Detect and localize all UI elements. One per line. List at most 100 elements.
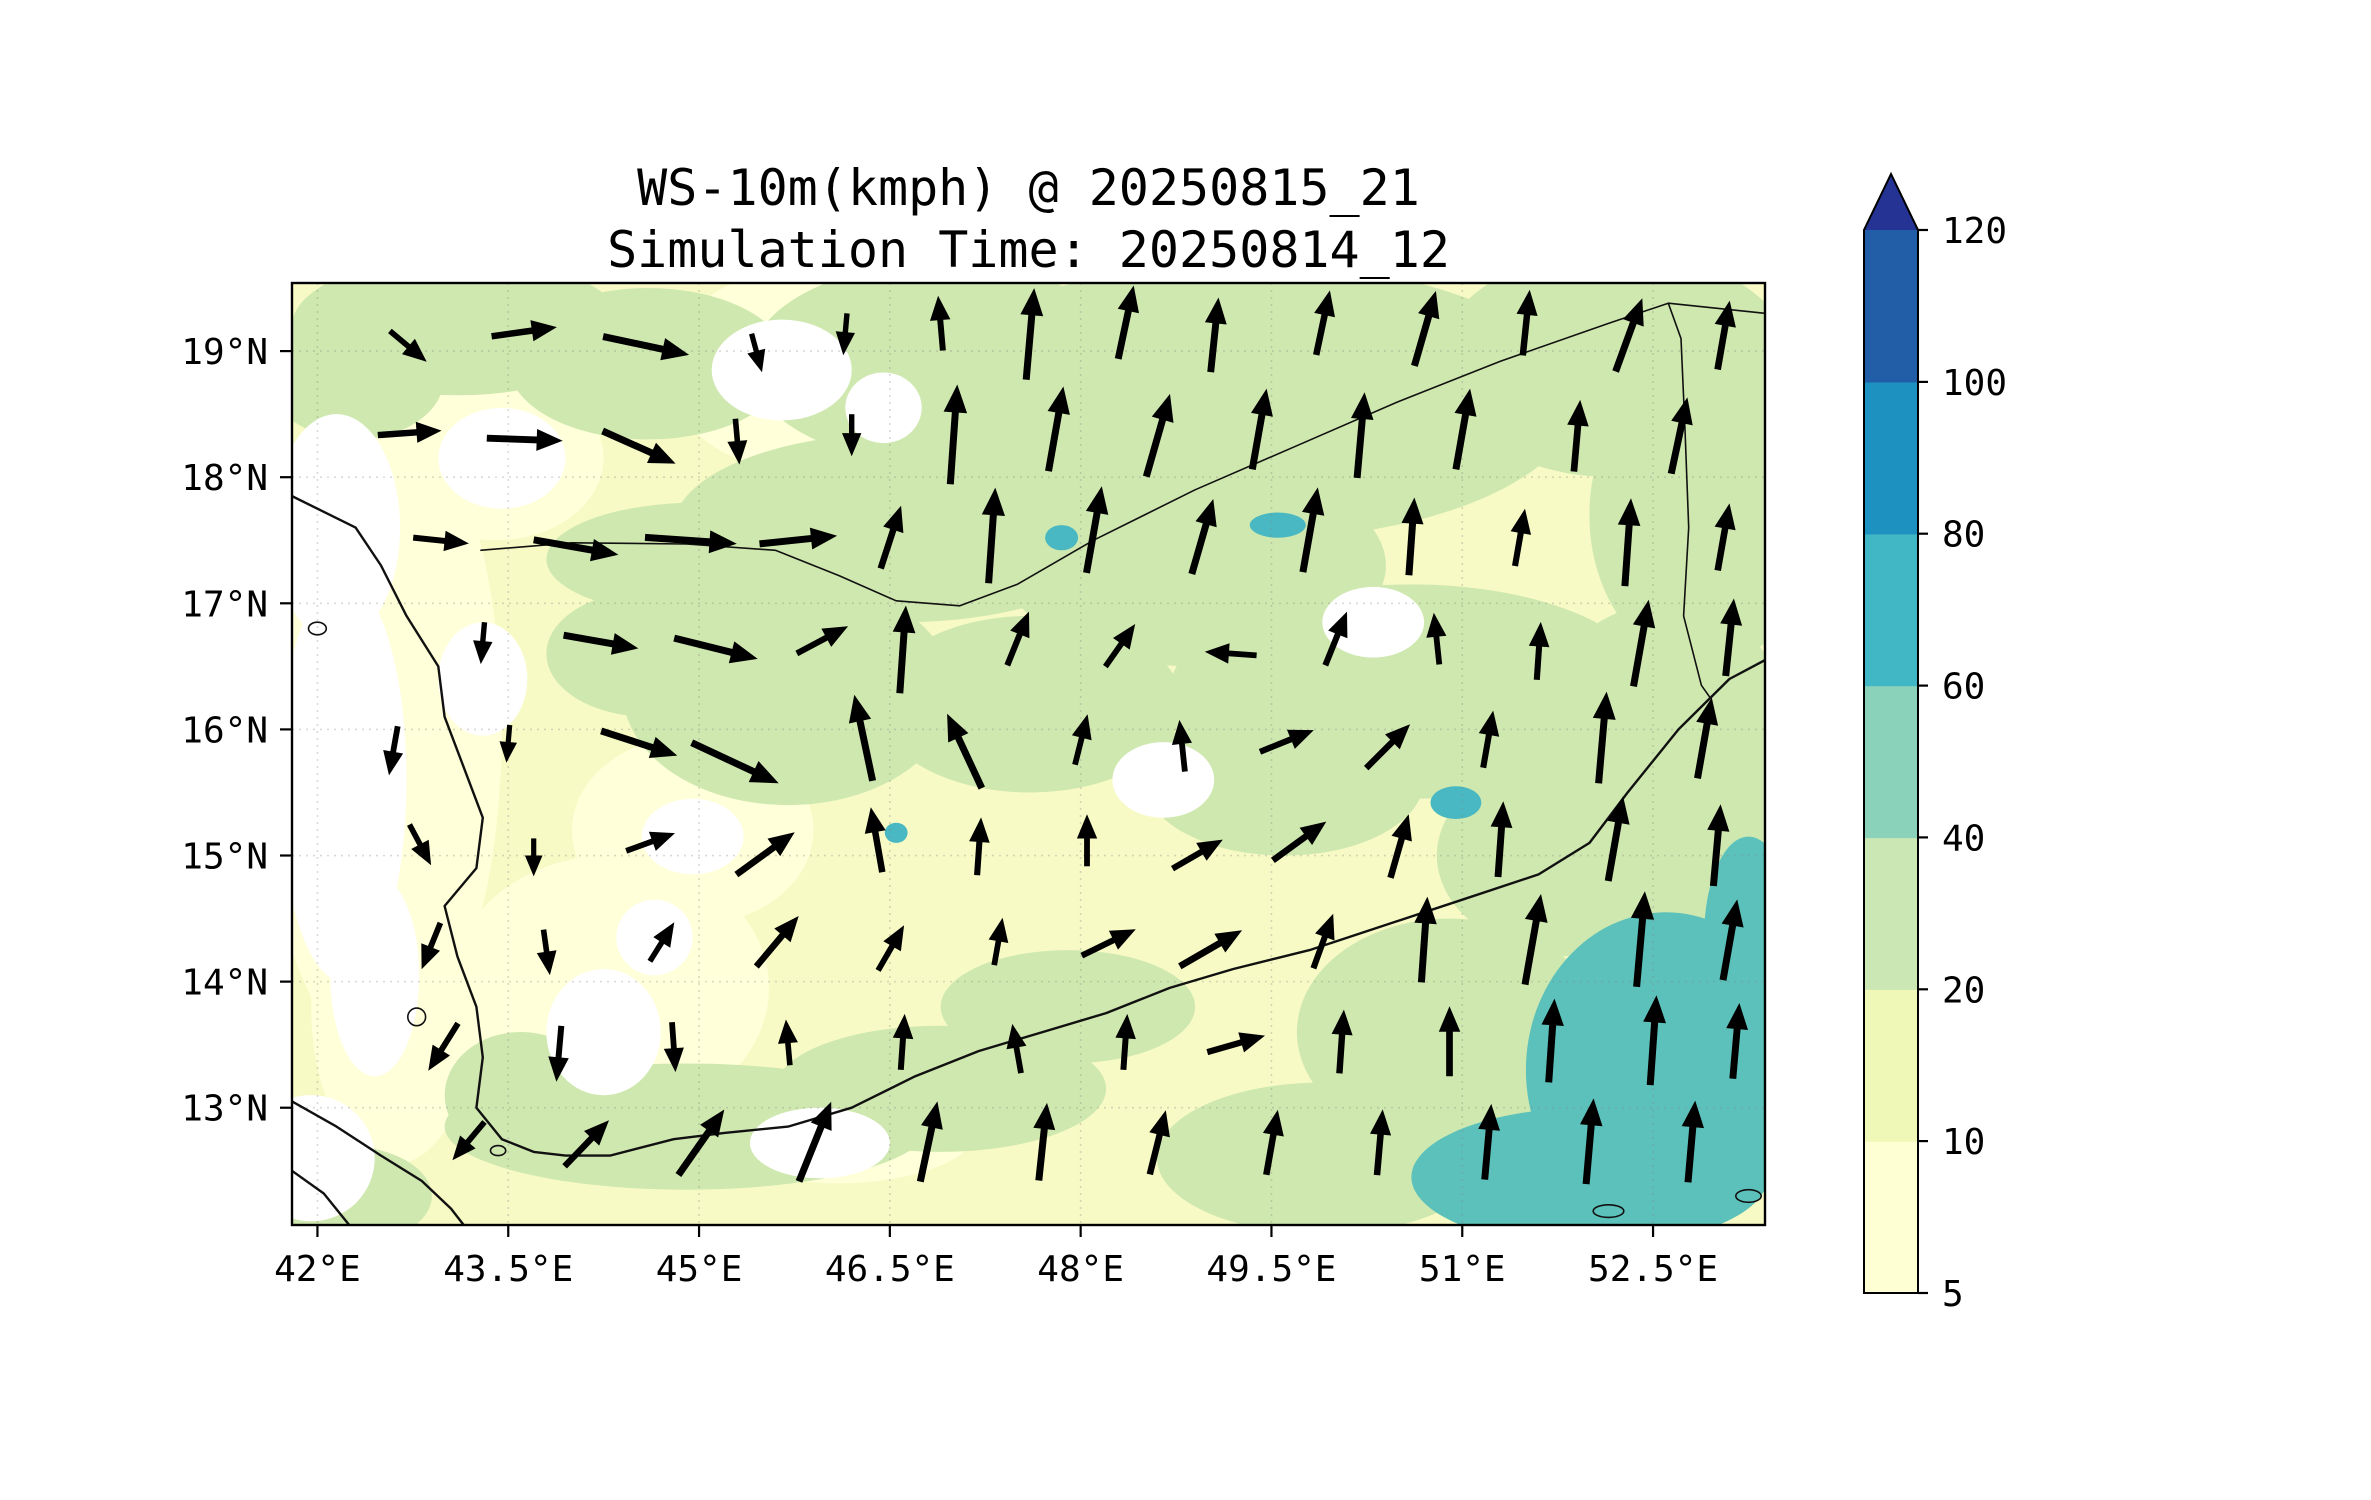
wind-vector-head <box>892 1013 914 1040</box>
x-tick-label: 43.5°E <box>443 1249 573 1290</box>
island-outline <box>407 1007 427 1027</box>
wind-vector-head <box>747 348 766 373</box>
wind-vector-head <box>1696 697 1719 726</box>
wind-vector-shaft <box>1714 520 1730 571</box>
wind-vector-head <box>1623 298 1644 327</box>
wind-vector-head <box>809 527 838 550</box>
fill-region-green <box>1589 363 1765 667</box>
wind-vector-shaft <box>1722 616 1736 677</box>
wind-vector-head <box>835 331 855 356</box>
wind-vector-head <box>1020 288 1044 317</box>
wind-vector-shaft <box>1694 715 1712 780</box>
wind-vector-head <box>610 633 639 655</box>
wind-vector-head <box>1630 891 1655 920</box>
wind-vector-head <box>969 817 990 843</box>
wind-vector-head <box>1510 508 1531 535</box>
fill-region-white <box>546 969 661 1096</box>
wind-vector-shaft <box>601 427 661 460</box>
island-outline <box>489 1144 507 1157</box>
colorbar-tick-label: 80 <box>1942 515 1985 556</box>
wind-vector-head <box>842 433 862 457</box>
saudi-yemen-oman-border <box>480 302 1765 607</box>
wind-vector-shaft <box>1188 515 1212 575</box>
wind-vector-head <box>1592 691 1616 720</box>
fill-region-white <box>330 874 420 1077</box>
fill-region-white <box>1112 742 1215 818</box>
x-tick-label: 48°E <box>1037 1249 1124 1290</box>
wind-vector-shaft <box>1719 917 1738 981</box>
wind-vector-shaft <box>1595 710 1609 784</box>
wind-vector-head <box>1151 393 1174 423</box>
wind-vector-head <box>1328 611 1348 639</box>
wind-vector-head <box>1251 388 1273 417</box>
wind-vector-shaft <box>1684 1118 1697 1183</box>
wind-vector-shaft <box>1045 404 1064 472</box>
wind-vector-shaft <box>1353 410 1367 479</box>
wind-vector-head <box>648 831 675 851</box>
wind-vector-head <box>1607 796 1630 825</box>
wind-vector-shaft <box>673 634 741 658</box>
wind-vector-head <box>1720 598 1743 626</box>
wind-vector-head <box>748 761 779 784</box>
wind-vector-head <box>1238 1032 1265 1053</box>
coastlines <box>292 302 1765 1225</box>
wind-vector-head <box>402 338 427 362</box>
wind-vector-shaft <box>1519 307 1532 356</box>
wind-vector-head <box>1580 1098 1603 1127</box>
x-tick-label: 52.5°E <box>1588 1249 1718 1290</box>
wind-vector-shaft <box>1709 822 1723 887</box>
wind-vector-head <box>524 855 543 877</box>
yemen-oman-border <box>1667 302 1711 699</box>
wind-vector-head <box>1113 624 1136 650</box>
wind-vector-head <box>727 440 748 465</box>
wind-vector-shaft <box>854 712 877 782</box>
wind-vector-head <box>1149 1110 1170 1138</box>
wind-vector-shaft <box>491 326 540 340</box>
plot-title: WS-10m(kmph) @ 20250815_21 <box>637 159 1420 217</box>
wind-vector-shaft <box>600 727 661 754</box>
wind-vector-head <box>584 1120 609 1146</box>
wind-vector-head <box>1195 499 1217 528</box>
wind-vector-shaft <box>563 631 622 649</box>
wind-vector-shaft <box>896 624 909 694</box>
wind-vector-head <box>1478 710 1500 737</box>
wind-vector-head <box>1314 290 1335 318</box>
wind-vector-shaft <box>1022 306 1036 381</box>
fill-region-white <box>292 1095 375 1222</box>
wind-vector-head <box>1085 486 1109 515</box>
fill-region-green <box>1144 704 1425 856</box>
colorbar: 5 10 20 40 60 80 100 120 <box>1863 171 2007 1315</box>
fill-region-spot <box>1045 525 1079 551</box>
wind-vector-head <box>1516 289 1538 316</box>
y-tick-label: 16°N <box>181 710 268 751</box>
wind-vector-head <box>1671 397 1693 426</box>
wind-vector-shaft <box>1630 617 1649 688</box>
colorbar-outline <box>1863 171 1919 1294</box>
wind-vector-shaft <box>946 403 960 485</box>
colorbar-segment <box>1864 837 1918 990</box>
colorbar-tick-label: 20 <box>1942 970 1985 1011</box>
fill-region-white <box>438 407 566 509</box>
fill-region-white <box>711 319 852 421</box>
wind-vector-head <box>1117 285 1139 314</box>
wind-vector-head <box>1076 814 1098 839</box>
colorbar-tick-label: 120 <box>1942 211 2007 252</box>
wind-vector-head <box>1541 998 1564 1026</box>
plot-subtitle: Simulation Time: 20250814_12 <box>607 221 1450 279</box>
colorbar-tick-label: 5 <box>1942 1274 1964 1315</box>
fill-region-teal <box>1704 836 1765 1039</box>
wind-vector-head <box>428 1044 450 1071</box>
african-coast-2 <box>292 1169 351 1225</box>
x-tick-label: 45°E <box>656 1249 743 1290</box>
wind-vector-head <box>1490 801 1513 828</box>
wind-vector-shaft <box>1336 1026 1346 1074</box>
wind-vector-head <box>1385 724 1411 750</box>
fill-region-green <box>877 615 1183 793</box>
wind-vector-head <box>1071 714 1092 741</box>
wind-vector-head <box>499 741 517 763</box>
plot-frame <box>290 281 1767 1227</box>
wind-vector-head <box>1010 611 1030 639</box>
wind-vector-head <box>536 950 557 976</box>
wind-vector-shaft <box>734 840 783 878</box>
